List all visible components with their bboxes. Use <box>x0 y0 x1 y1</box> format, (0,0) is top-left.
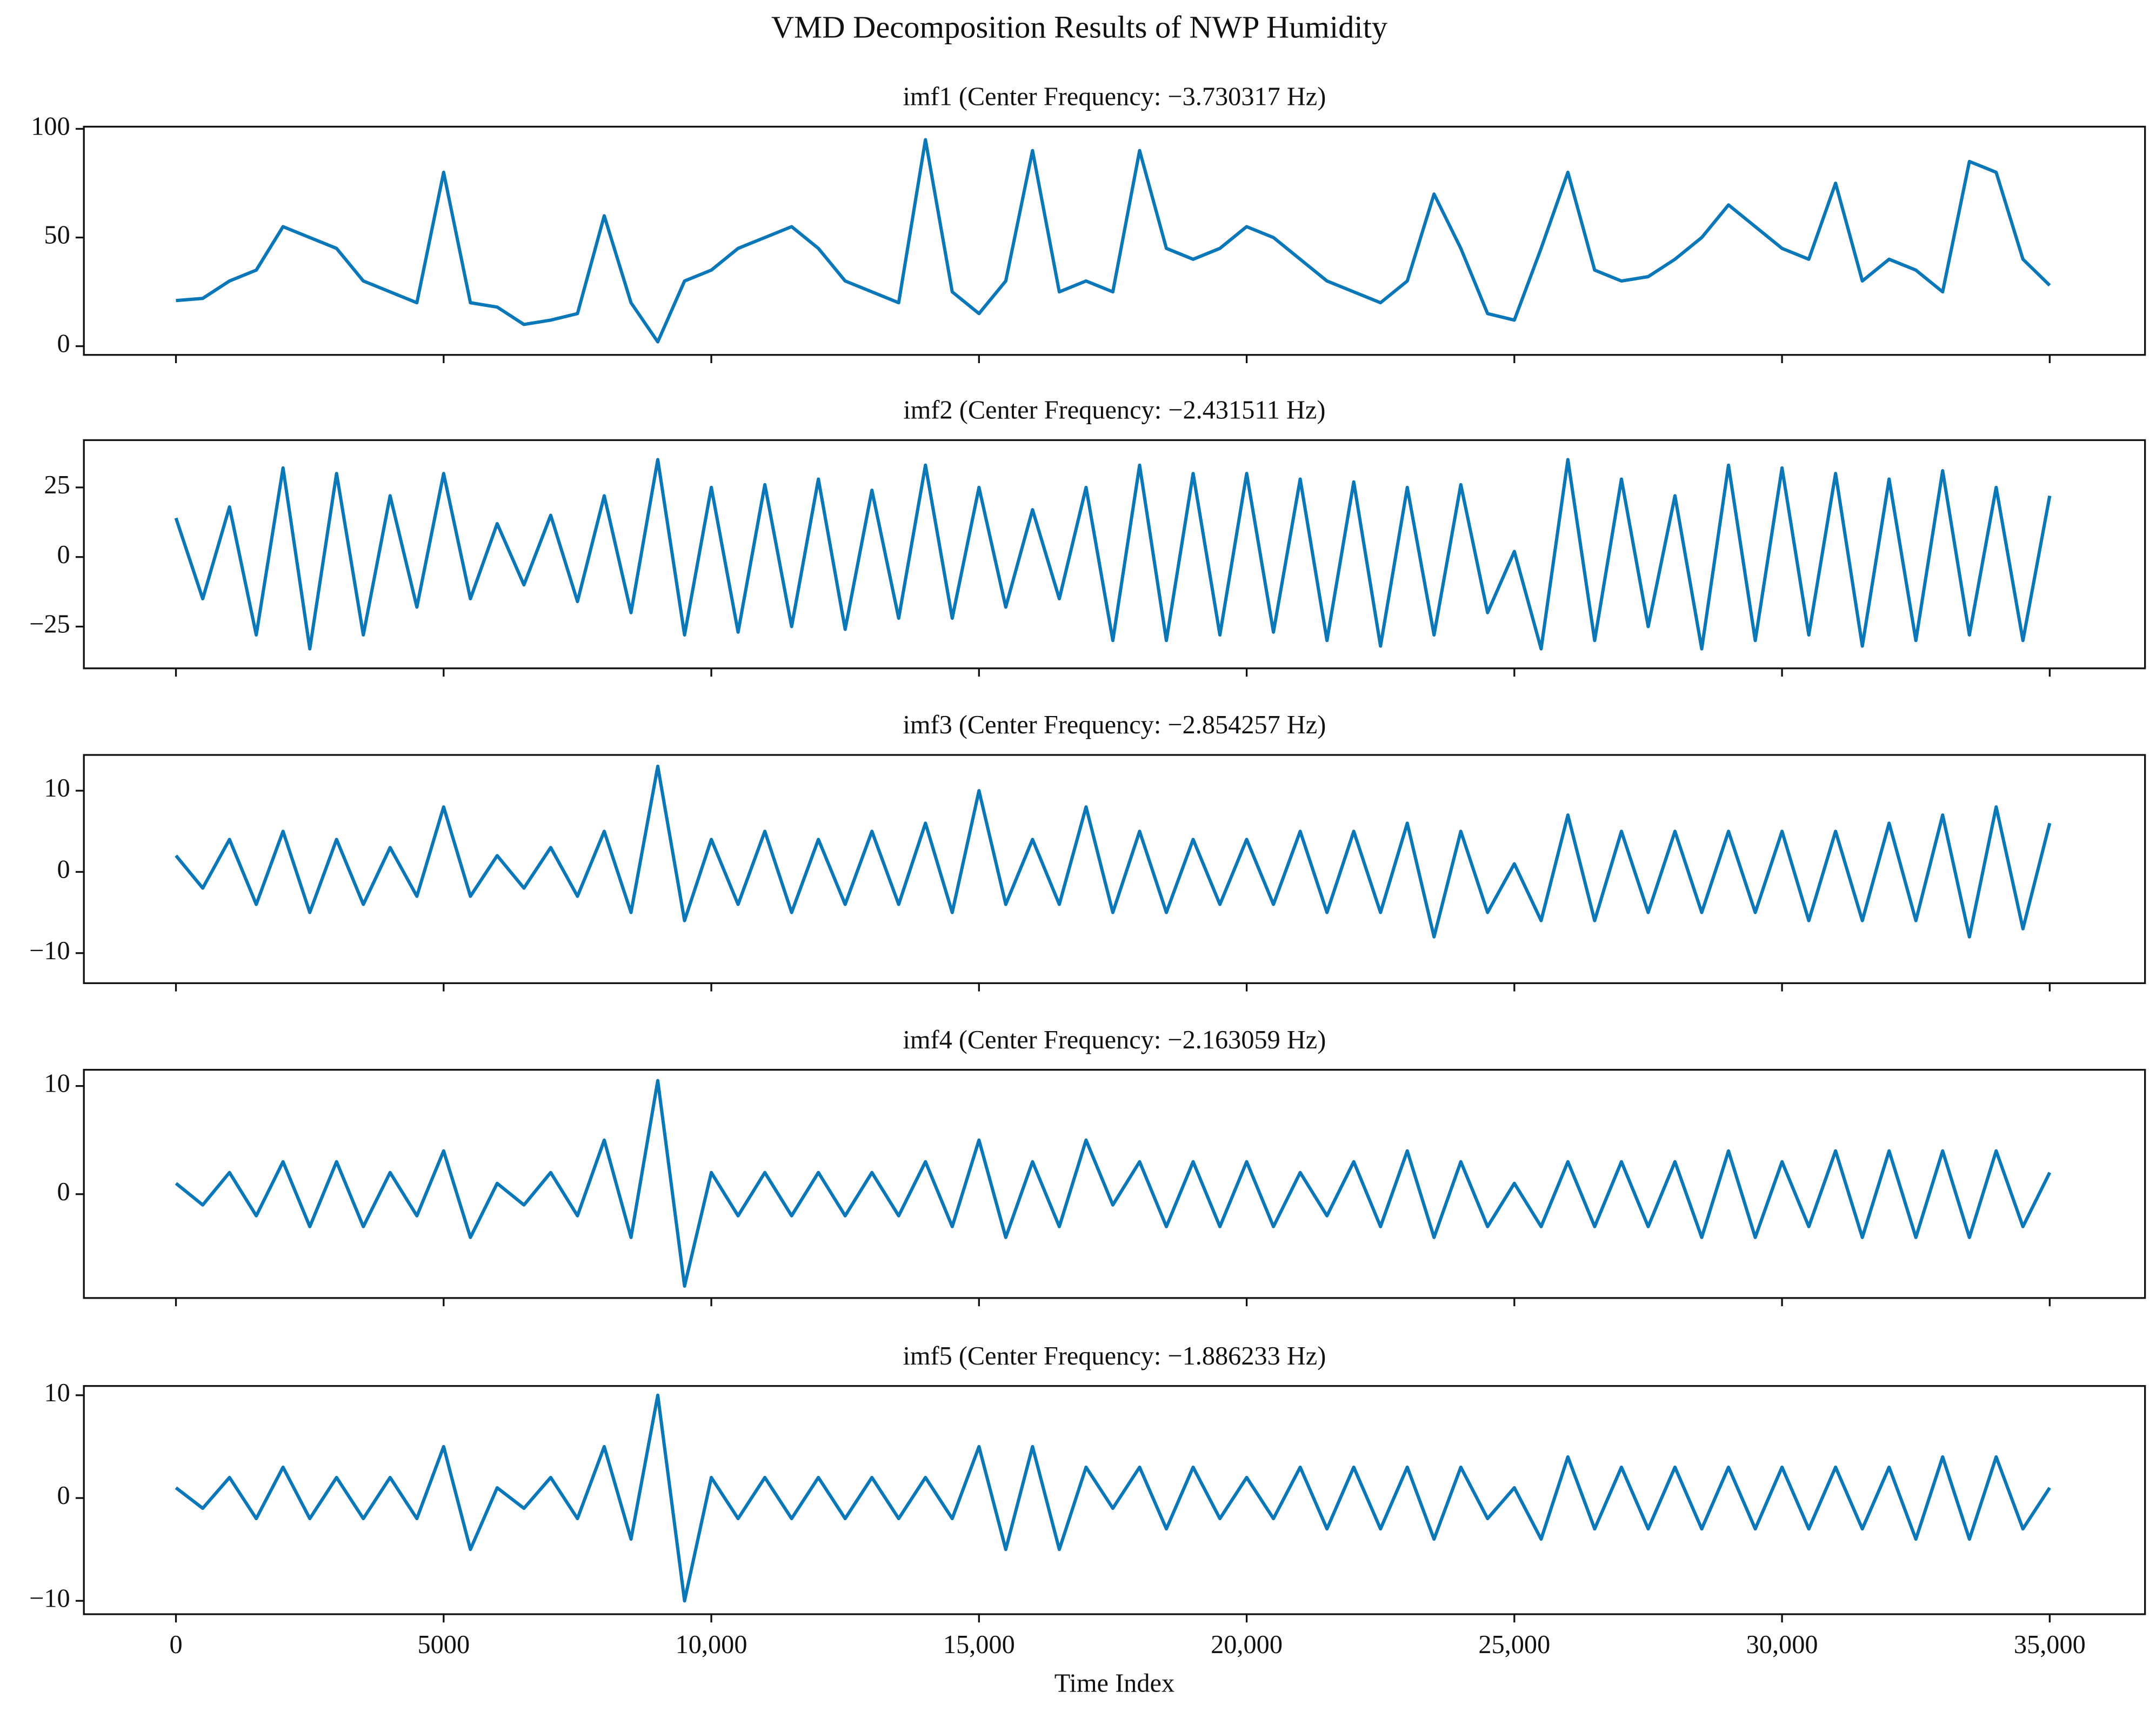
x-tick-label: 35,000 <box>2014 1630 2086 1659</box>
y-tick-label: 10 <box>44 1069 70 1098</box>
signal-line <box>175 1393 2051 1603</box>
x-tick-label: 25,000 <box>1478 1630 1550 1659</box>
y-tick-label: −25 <box>29 610 70 639</box>
y-tick-label: 25 <box>44 471 70 499</box>
signal-line <box>175 765 2052 939</box>
x-axis-label: Time Index <box>1054 1669 1174 1697</box>
subplot-title: imf3 (Center Frequency: −2.854257 Hz) <box>903 711 1326 739</box>
x-tick-label: 20,000 <box>1211 1630 1283 1659</box>
y-tick-label: 0 <box>57 540 70 569</box>
axes-frame <box>83 1068 2146 1299</box>
y-tick-label: 10 <box>44 1379 70 1407</box>
x-tick-label: 30,000 <box>1746 1630 1818 1659</box>
subplot-title: imf2 (Center Frequency: −2.431511 Hz) <box>903 396 1325 425</box>
subplot-title: imf1 (Center Frequency: −3.730317 Hz) <box>903 83 1326 111</box>
y-tick-label: 100 <box>31 112 70 141</box>
subplot-title: imf4 (Center Frequency: −2.163059 Hz) <box>903 1026 1326 1054</box>
x-tick-label: 0 <box>169 1630 182 1659</box>
y-tick-label: −10 <box>29 1584 70 1613</box>
x-tick-label: 15,000 <box>943 1630 1015 1659</box>
y-tick-label: 0 <box>57 1481 70 1510</box>
axes-frame <box>83 754 2146 984</box>
signal-line <box>174 458 2052 651</box>
y-tick-label: 0 <box>57 855 70 884</box>
y-tick-label: 0 <box>57 330 70 358</box>
y-tick-label: 0 <box>57 1178 70 1206</box>
y-tick-label: −10 <box>29 937 70 965</box>
axes-frame <box>83 439 2146 670</box>
axes-frame <box>83 1385 2146 1615</box>
y-tick-label: 50 <box>44 221 70 250</box>
axes-frame <box>83 125 2146 356</box>
y-tick-label: 10 <box>44 774 70 802</box>
x-tick-label: 5000 <box>417 1630 470 1659</box>
subplot-title: imf5 (Center Frequency: −1.886233 Hz) <box>903 1342 1326 1370</box>
x-tick-label: 10,000 <box>676 1630 747 1659</box>
signal-line <box>176 138 2051 344</box>
figure-title: VMD Decomposition Results of NWP Humidit… <box>771 10 1388 45</box>
signal-line <box>175 1079 2052 1288</box>
